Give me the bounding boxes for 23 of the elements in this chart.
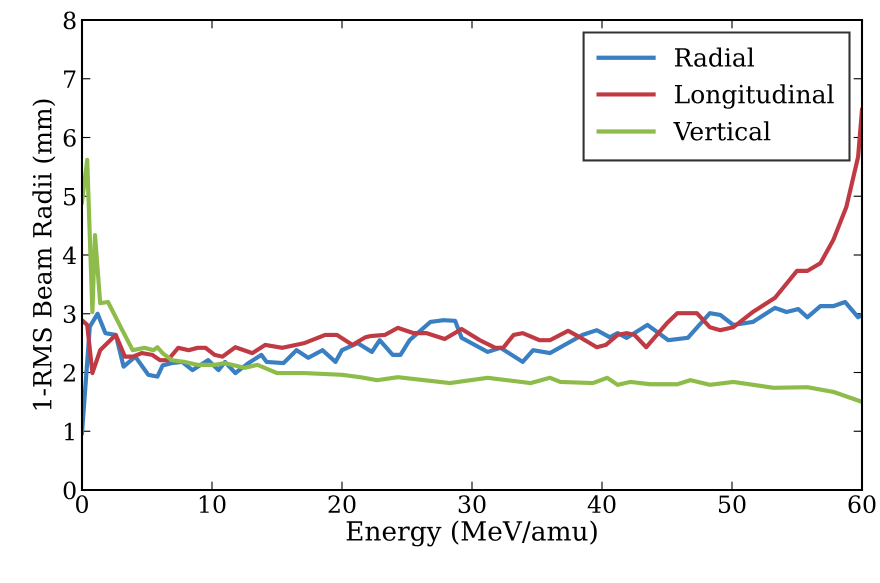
legend-label: Vertical <box>673 121 770 141</box>
legend-label: Longitudinal <box>674 84 834 109</box>
x-tick-label: 20 <box>328 495 356 514</box>
y-axis-title: 1-RMS Beam Radii (mm) <box>32 100 56 410</box>
x-tick-label: 60 <box>848 495 876 514</box>
x-axis-title: Energy (MeV/amu) <box>346 520 597 546</box>
x-tick-label: 0 <box>76 495 88 514</box>
x-tick-label: 30 <box>458 495 486 514</box>
y-tick-label: 7 <box>64 70 76 88</box>
y-tick-label: 1 <box>65 422 74 440</box>
line-series <box>82 158 862 404</box>
y-tick-label: 2 <box>64 364 75 382</box>
y-tick-label: 6 <box>64 128 76 147</box>
line-series <box>82 108 862 376</box>
x-tick-label: 40 <box>588 495 616 514</box>
x-tick-label: 50 <box>718 495 746 514</box>
y-tick-label: 0 <box>64 481 76 500</box>
x-tick-label: 10 <box>200 495 226 514</box>
y-tick-label: 4 <box>62 246 76 264</box>
legend-label: Radial <box>674 48 754 67</box>
y-tick-label: 3 <box>64 305 76 324</box>
y-tick-label: 8 <box>64 11 76 30</box>
y-tick-label: 5 <box>64 188 76 206</box>
